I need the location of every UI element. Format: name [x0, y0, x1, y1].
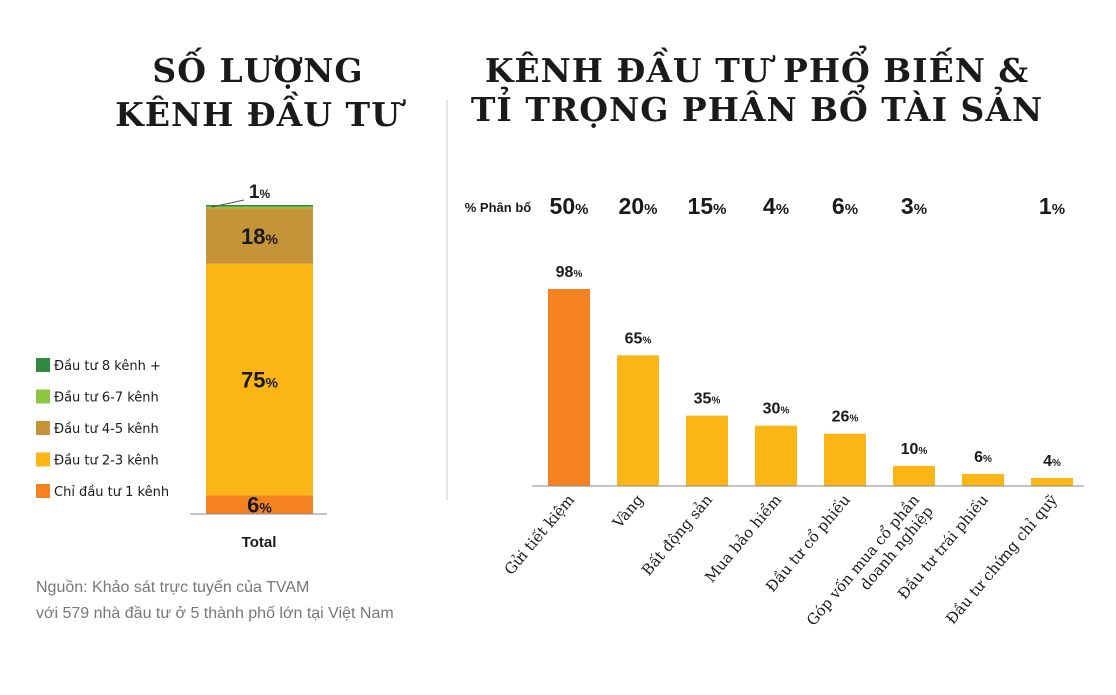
bar-value-label: 10%	[901, 441, 928, 458]
bar	[548, 289, 590, 486]
legend-label: Chỉ đầu tư 1 kênh	[54, 485, 169, 500]
allocation-value: 3%	[901, 193, 927, 219]
bar	[617, 355, 659, 486]
allocation-value: 4%	[763, 193, 789, 219]
category-label: Bất động sản	[638, 491, 716, 579]
left-category-label: Total	[242, 534, 277, 551]
stack-segment	[206, 263, 313, 496]
bar-value-label: 98%	[556, 264, 583, 281]
legend-label: Đầu tư 2-3 kênh	[54, 454, 159, 469]
allocation-value: 1%	[1039, 193, 1065, 219]
legend-swatch	[36, 484, 50, 498]
bar-value-label: 4%	[1043, 453, 1061, 470]
bar	[686, 415, 728, 486]
stack-label: 75%	[241, 368, 278, 393]
allocation-value: 6%	[832, 193, 858, 219]
stacked-bar: 6% 75% 18% 1%	[206, 182, 313, 518]
bar	[1031, 477, 1073, 486]
stack-label: 6%	[247, 493, 272, 518]
allocation-row-label: % Phân bổ	[465, 200, 532, 215]
stack-label: 18%	[241, 224, 278, 249]
left-title-line1: SỐ LƯỢNG	[152, 46, 363, 90]
source-line1: Nguồn: Khảo sát trực tuyến của TVAM	[36, 579, 309, 596]
stack-label: 1%	[249, 182, 271, 203]
allocation-value: 15%	[688, 193, 727, 219]
bar-value-label: 30%	[763, 401, 790, 418]
stack-segment	[206, 208, 313, 264]
allocation-value: 20%	[619, 193, 658, 219]
stack-segment	[206, 205, 313, 207]
bar-value-label: 35%	[694, 391, 721, 408]
stack-segment	[206, 495, 313, 514]
stack-segment	[206, 206, 313, 209]
source-line2: với 579 nhà đầu tư ở 5 thành phố lớn tại…	[36, 605, 394, 622]
legend-swatch	[36, 421, 50, 435]
stack-label-leader	[211, 199, 245, 208]
bar	[962, 473, 1004, 486]
bar-value-label: 26%	[832, 409, 859, 426]
legend-swatch	[36, 358, 50, 372]
legend-label: Đầu tư 6-7 kênh	[54, 391, 159, 406]
legend-label: Đầu tư 4-5 kênh	[54, 422, 159, 437]
legend-swatch	[36, 452, 50, 467]
bar	[824, 433, 866, 486]
category-label: Vàng	[608, 491, 647, 532]
allocation-value: 50%	[550, 193, 589, 219]
legend-swatch	[36, 389, 50, 404]
bar	[755, 425, 797, 486]
allocation-row: 50% 20% 15% 4% 6% 3% 1%	[550, 193, 1066, 219]
bar	[893, 465, 935, 486]
right-title-line2: TỈ TRỌNG PHÂN BỔ TÀI SẢN	[471, 83, 1043, 129]
left-legend: Đầu tư 8 kênh + Đầu tư 6-7 kênh Đầu tư 4-5…	[36, 358, 169, 500]
right-title-line1: KÊNH ĐẦU TƯ PHỔ BIẾN &	[485, 44, 1029, 90]
category-label: Gửi tiết kiệm	[501, 491, 578, 578]
left-title-line2: KÊNH ĐẦU TƯ	[115, 90, 406, 134]
legend-label: Đầu tư 8 kênh +	[54, 359, 161, 374]
bar-value-label: 6%	[974, 449, 992, 466]
bar-chart: 98% 65% 35% 30% 26% 10% 6% 4%	[548, 264, 1073, 486]
bar-value-label: 65%	[625, 330, 652, 347]
